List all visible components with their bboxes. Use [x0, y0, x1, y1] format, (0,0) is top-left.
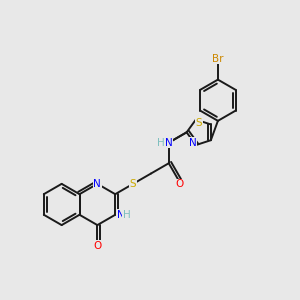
Text: N: N — [165, 138, 172, 148]
Text: S: S — [196, 118, 202, 128]
Text: N: N — [94, 179, 101, 189]
Text: H: H — [157, 138, 165, 148]
Text: O: O — [175, 179, 183, 189]
Text: O: O — [93, 241, 101, 251]
Text: N: N — [189, 138, 197, 148]
Text: N: N — [117, 210, 124, 220]
Text: H: H — [122, 210, 130, 220]
Text: S: S — [130, 179, 136, 189]
Text: Br: Br — [212, 54, 224, 64]
